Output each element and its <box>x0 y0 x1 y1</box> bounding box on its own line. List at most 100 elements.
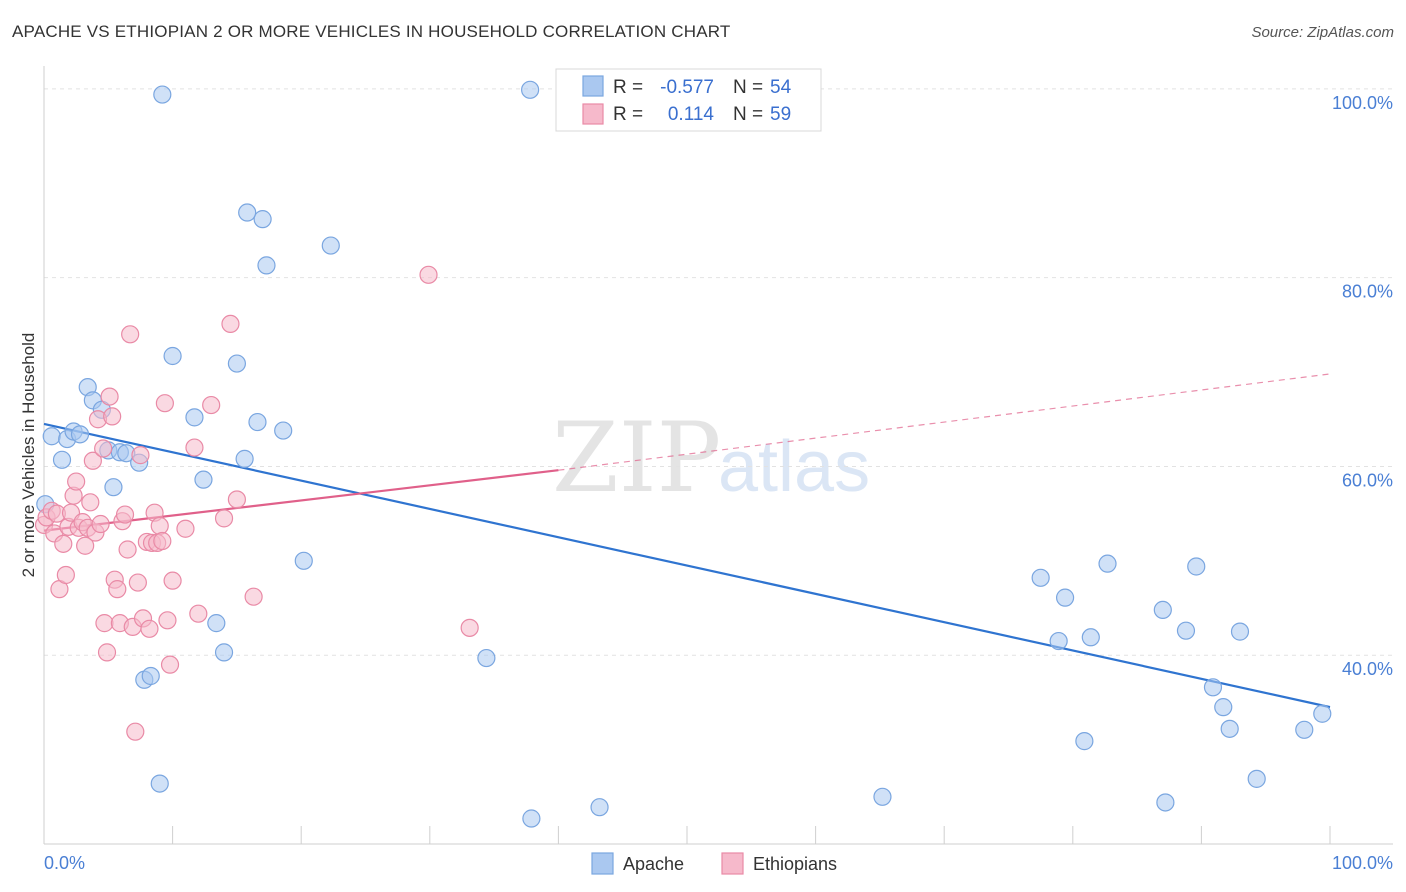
point-apache-31 <box>321 236 340 255</box>
point-apache-26 <box>248 412 267 432</box>
legend-swatch-ethiopians <box>582 103 604 125</box>
point-ethiopians-7 <box>56 565 75 585</box>
point-ethiopians-30 <box>115 505 135 524</box>
legend-swatch-apache <box>582 75 604 97</box>
point-apache-21 <box>207 614 226 633</box>
watermark-zip: ZIP <box>552 402 721 514</box>
point-apache-50 <box>1230 622 1250 641</box>
series-legend: Apache Ethiopians <box>591 852 837 875</box>
legend-r-label-ethiopians: R = <box>613 104 643 125</box>
point-ethiopians-25 <box>103 407 122 426</box>
point-ethiopians-21 <box>94 439 113 458</box>
bottom-legend-swatch-apache <box>591 852 614 875</box>
trend-line-apache <box>43 422 1331 709</box>
point-apache-45 <box>1176 621 1196 640</box>
point-apache-51 <box>1247 769 1266 788</box>
point-ethiopians-31 <box>118 540 137 559</box>
point-apache-25 <box>238 203 257 222</box>
point-apache-20 <box>194 470 213 489</box>
point-apache-34 <box>521 80 540 99</box>
point-ethiopians-53 <box>214 509 234 528</box>
point-apache-48 <box>1214 698 1233 717</box>
point-ethiopians-32 <box>121 325 140 344</box>
point-ethiopians-48 <box>163 571 182 590</box>
point-ethiopians-17 <box>83 451 102 470</box>
bottom-legend-label-apache: Apache <box>623 854 684 874</box>
point-apache-53 <box>1313 704 1332 723</box>
point-ethiopians-39 <box>140 619 159 638</box>
point-apache-39 <box>1055 588 1075 607</box>
point-apache-1 <box>42 427 61 446</box>
y-tick-label-80: 80.0% <box>1342 282 1393 302</box>
bottom-legend-swatch-ethiopians <box>721 852 744 875</box>
y-axis-label: 2 or more Vehicles in Household <box>19 333 38 578</box>
point-apache-52 <box>1295 720 1314 739</box>
point-apache-38 <box>1049 631 1068 651</box>
point-apache-10 <box>104 478 123 497</box>
point-ethiopians-22 <box>95 614 114 633</box>
point-apache-41 <box>1081 628 1100 647</box>
point-apache-32 <box>477 648 496 668</box>
point-apache-15 <box>141 666 160 686</box>
y-tick-label-100: 100.0% <box>1332 93 1393 113</box>
point-apache-24 <box>235 449 254 468</box>
point-ethiopians-35 <box>128 573 147 592</box>
chart-title: APACHE VS ETHIOPIAN 2 OR MORE VEHICLES I… <box>12 22 731 41</box>
point-ethiopians-23 <box>97 643 117 662</box>
point-ethiopians-6 <box>54 534 73 553</box>
point-ethiopians-14 <box>76 536 95 555</box>
point-apache-40 <box>1075 732 1094 751</box>
point-apache-28 <box>257 256 276 275</box>
legend-r-value-apache: -0.577 <box>660 77 714 98</box>
point-ethiopians-46 <box>158 611 177 630</box>
point-apache-43 <box>1153 600 1172 620</box>
point-ethiopians-24 <box>100 387 119 406</box>
point-ethiopians-52 <box>202 395 221 415</box>
y-tick-label-40: 40.0% <box>1342 659 1393 679</box>
point-ethiopians-49 <box>176 519 195 538</box>
point-apache-18 <box>163 346 182 366</box>
x-tick-label-max: 100.0% <box>1332 853 1393 873</box>
point-apache-36 <box>873 787 892 806</box>
point-ethiopians-45 <box>155 394 174 413</box>
point-ethiopians-56 <box>244 587 263 606</box>
point-apache-30 <box>294 551 313 570</box>
trend-line-ethiopians-extension <box>558 373 1331 471</box>
point-ethiopians-50 <box>185 438 204 457</box>
bottom-legend-label-ethiopians: Ethiopians <box>753 854 837 874</box>
point-ethiopians-36 <box>131 446 150 465</box>
legend-n-label-ethiopians: N = <box>733 104 763 125</box>
y-tick-label-60: 60.0% <box>1342 470 1393 490</box>
point-apache-33 <box>522 809 541 828</box>
point-apache-37 <box>1031 568 1050 587</box>
point-apache-42 <box>1098 554 1117 573</box>
point-apache-44 <box>1156 793 1175 812</box>
point-apache-29 <box>274 421 293 440</box>
point-apache-46 <box>1187 557 1206 576</box>
point-apache-27 <box>253 210 272 229</box>
point-apache-17 <box>153 85 172 104</box>
point-apache-16 <box>150 774 169 793</box>
point-ethiopians-34 <box>126 722 145 741</box>
point-apache-5 <box>70 425 90 444</box>
source-label: Source: ZipAtlas.com <box>1251 24 1394 41</box>
point-apache-49 <box>1220 719 1239 738</box>
point-apache-2 <box>52 450 72 469</box>
correlation-legend: R = -0.577 N = 54 R = 0.114 N = 59 <box>555 68 822 132</box>
point-ethiopians-27 <box>108 580 127 599</box>
axes: 40.0% 60.0% 80.0% 100.0% <box>43 66 1393 845</box>
point-apache-35 <box>590 798 609 817</box>
point-ethiopians-44 <box>153 531 172 551</box>
point-apache-47 <box>1203 678 1223 697</box>
point-ethiopians-20 <box>91 514 110 534</box>
x-tick-label-min: 0.0% <box>44 853 85 873</box>
point-ethiopians-11 <box>67 472 86 491</box>
point-apache-19 <box>185 408 204 427</box>
watermark-atlas: atlas <box>718 427 870 507</box>
legend-n-value-apache: 54 <box>770 77 792 98</box>
point-ethiopians-55 <box>227 490 246 509</box>
point-ethiopians-16 <box>81 493 100 512</box>
data-points <box>34 80 1332 828</box>
legend-n-label-apache: N = <box>733 77 763 98</box>
